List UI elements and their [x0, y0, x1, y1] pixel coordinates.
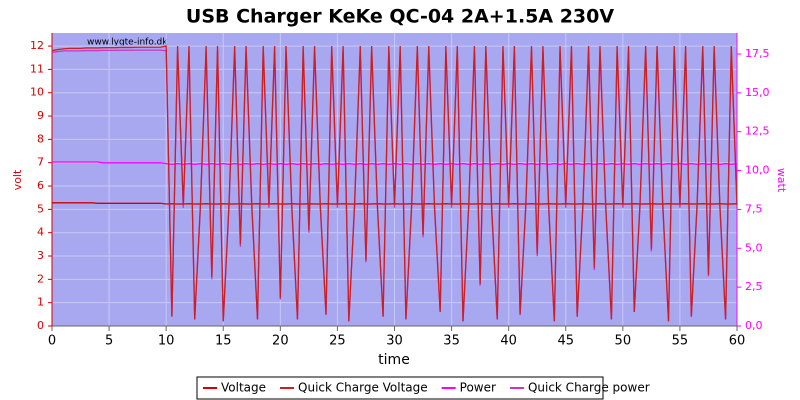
x-tick-label: 40 [500, 334, 517, 349]
y-tick-label: 3 [37, 249, 44, 262]
y-tick-label: 1 [37, 296, 44, 309]
y2-tick-label: 0,0 [745, 319, 763, 332]
y2-tick-label: 2,5 [745, 280, 763, 293]
x-axis-label: time [378, 352, 410, 368]
y-tick-label: 4 [37, 226, 44, 239]
chart-title: USB Charger KeKe QC-04 2A+1.5A 230V [186, 6, 614, 28]
y-tick-label: 5 [37, 202, 44, 215]
y-axis-label: volt [11, 169, 24, 190]
y-tick-label: 12 [30, 39, 44, 52]
x-tick-label: 0 [48, 334, 56, 349]
annotation: www.lygte-info.dk [87, 38, 168, 48]
y2-tick-label: 5,0 [745, 241, 763, 254]
y-tick-label: 7 [37, 156, 44, 169]
x-tick-label: 45 [557, 334, 574, 349]
y2-tick-label: 10,0 [745, 164, 770, 177]
y-tick-label: 10 [30, 86, 44, 99]
y-tick-label: 6 [37, 179, 44, 192]
y2-axis-label: watt [775, 168, 788, 193]
y2-tick-label: 17,5 [745, 47, 770, 60]
y-tick-label: 0 [37, 319, 44, 332]
legend-box [196, 376, 604, 400]
x-tick-label: 35 [443, 334, 460, 349]
legend-label: Voltage [221, 381, 266, 395]
x-tick-label: 15 [215, 334, 232, 349]
y2-tick-label: 12,5 [745, 125, 770, 138]
y-tick-label: 11 [30, 62, 44, 75]
x-tick-label: 50 [615, 334, 632, 349]
y2-tick-label: 7,5 [745, 202, 763, 215]
legend-label: Quick Charge power [528, 381, 650, 395]
x-tick-label: 20 [272, 334, 289, 349]
y-tick-label: 9 [37, 109, 44, 122]
series-line [52, 161, 738, 165]
x-tick-label: 10 [158, 334, 175, 349]
x-tick-label: 60 [729, 334, 746, 349]
legend-label: Quick Charge Voltage [298, 381, 428, 395]
x-tick-label: 25 [329, 334, 346, 349]
y2-tick-label: 15,0 [745, 86, 770, 99]
x-tick-label: 55 [672, 334, 689, 349]
series-line [51, 45, 738, 322]
x-tick-label: 30 [386, 334, 403, 349]
y-tick-label: 8 [37, 132, 44, 145]
x-tick-label: 5 [105, 334, 113, 349]
y-tick-label: 2 [37, 272, 44, 285]
legend-label: Power [460, 381, 496, 395]
